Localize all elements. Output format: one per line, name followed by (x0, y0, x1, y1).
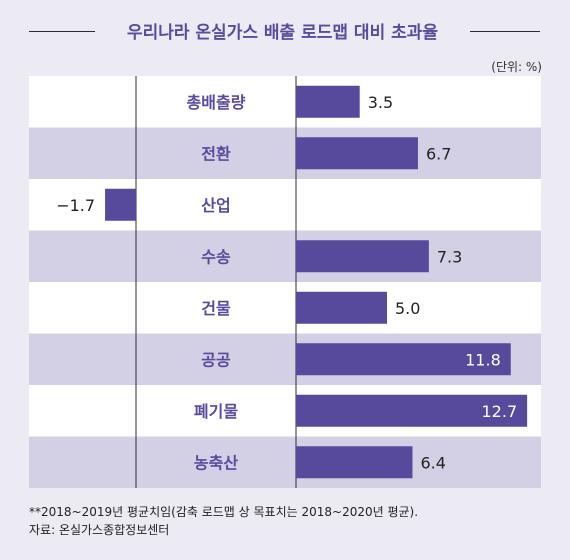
value-label: 11.8 (465, 350, 501, 369)
value-label: −1.7 (56, 196, 95, 215)
value-label: 12.7 (482, 402, 518, 421)
value-label: 6.4 (420, 453, 445, 472)
bar-chart: 총배출량 3.5 전환 6.7 산업 −1.7 수송 7.3 건물 5.0 공공 11.8 폐기물 12.… (29, 76, 541, 488)
category-label: 산업 (201, 196, 230, 215)
row-band (29, 127, 541, 179)
value-label: 3.5 (368, 93, 393, 112)
bar (296, 240, 429, 273)
row-band (29, 76, 541, 128)
title-rule-right (470, 31, 540, 32)
category-label: 전환 (201, 144, 231, 163)
chart-title-area: 우리나라 온실가스 배출 로드맵 대비 초과율 (0, 10, 570, 50)
footnote-area: **2018~2019년 평균치임(감축 로드맵 상 목표치는 2018~202… (29, 503, 418, 539)
bar (296, 137, 418, 170)
category-label: 수송 (201, 247, 231, 266)
bar (296, 394, 528, 427)
row-band (29, 436, 541, 488)
category-label: 폐기물 (194, 402, 238, 421)
value-label: 5.0 (395, 299, 420, 318)
bar (105, 188, 136, 221)
category-label: 건물 (201, 299, 231, 318)
bar (296, 85, 360, 118)
value-label: 7.3 (437, 247, 462, 266)
bar (296, 291, 387, 324)
bar (296, 446, 413, 479)
bar (296, 343, 511, 376)
title-rule-left (29, 31, 95, 32)
footnote-text: **2018~2019년 평균치임(감축 로드맵 상 목표치는 2018~202… (29, 505, 419, 519)
category-label: 총배출량 (187, 93, 246, 112)
category-label: 농축산 (194, 453, 238, 472)
chart-title: 우리나라 온실가스 배출 로드맵 대비 초과율 (126, 23, 439, 43)
row-band (29, 230, 541, 282)
value-label: 6.7 (426, 144, 451, 163)
unit-label: (단위: %) (491, 60, 542, 74)
category-label: 공공 (201, 350, 231, 369)
row-band (29, 282, 541, 334)
source-text: 자료: 온실가스종합정보센터 (29, 523, 170, 537)
